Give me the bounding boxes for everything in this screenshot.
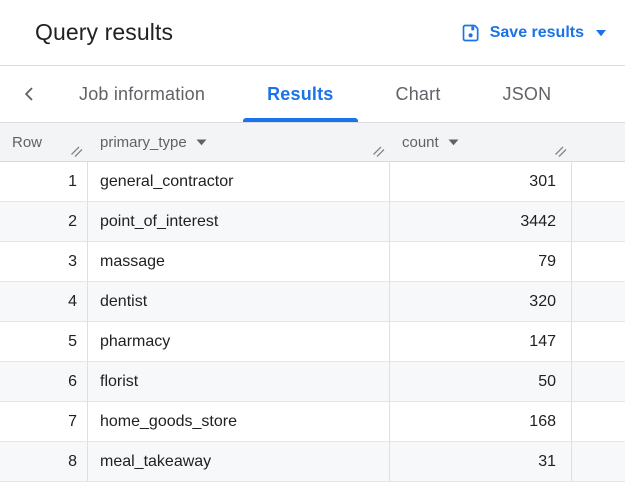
tab-label: Results [267, 83, 334, 104]
cell-count: 31 [390, 442, 572, 481]
column-header-empty [572, 123, 625, 161]
column-resize-handle[interactable] [70, 145, 83, 158]
cell-primary-type: florist [88, 362, 390, 401]
cell-count: 50 [390, 362, 572, 401]
cell-row-number: 4 [0, 282, 88, 321]
results-table: Row primary_type count [0, 123, 625, 482]
cell-row-number: 8 [0, 442, 88, 481]
table-header-row: Row primary_type count [0, 123, 625, 162]
page-title: Query results [35, 19, 174, 45]
cell-primary-type: general_contractor [88, 162, 390, 201]
table-row: 6 florist 50 [0, 362, 625, 402]
tab-json[interactable]: JSON [479, 66, 576, 122]
tab-results[interactable]: Results [243, 66, 358, 122]
save-results-button[interactable]: Save results [453, 17, 615, 49]
table-row: 1 general_contractor 301 [0, 162, 625, 202]
chevron-left-icon [19, 84, 39, 104]
cell-empty [572, 162, 625, 201]
table-row: 7 home_goods_store 168 [0, 402, 625, 442]
cell-count: 320 [390, 282, 572, 321]
tab-label: Chart [395, 83, 441, 104]
query-results-header: Query results Save results [0, 0, 625, 66]
cell-primary-type: massage [88, 242, 390, 281]
column-menu-trigger[interactable]: primary_type [100, 134, 207, 151]
sort-dropdown-icon [448, 139, 459, 146]
cell-count: 301 [390, 162, 572, 201]
cell-empty [572, 362, 625, 401]
table-row: 2 point_of_interest 3442 [0, 202, 625, 242]
cell-row-number: 3 [0, 242, 88, 281]
cell-count: 147 [390, 322, 572, 361]
dropdown-caret-icon [595, 29, 607, 37]
column-label: primary_type [100, 133, 187, 151]
cell-empty [572, 242, 625, 281]
cell-row-number: 1 [0, 162, 88, 201]
save-results-label: Save results [489, 23, 584, 41]
tab-job-information[interactable]: Job information [55, 66, 229, 122]
cell-primary-type: pharmacy [88, 322, 390, 361]
cell-count: 168 [390, 402, 572, 441]
column-label: count [402, 133, 439, 151]
tab-label: JSON [502, 83, 552, 104]
cell-row-number: 5 [0, 322, 88, 361]
cell-primary-type: home_goods_store [88, 402, 390, 441]
tab-label: Job information [79, 83, 206, 104]
cell-primary-type: dentist [88, 282, 390, 321]
cell-count: 3442 [390, 202, 572, 241]
column-resize-handle[interactable] [372, 145, 385, 158]
column-resize-handle[interactable] [554, 145, 567, 158]
column-header-primary-type: primary_type [88, 123, 390, 161]
tabs-scroll-left-button[interactable] [10, 66, 48, 122]
cell-row-number: 2 [0, 202, 88, 241]
tab-chart[interactable]: Chart [372, 66, 465, 122]
cell-row-number: 7 [0, 402, 88, 441]
cell-primary-type: meal_takeaway [88, 442, 390, 481]
column-header-row: Row [0, 123, 88, 161]
cell-empty [572, 402, 625, 441]
column-label: Row [12, 133, 43, 151]
results-tabbar: Job information Results Chart JSON [0, 66, 625, 123]
cell-empty [572, 202, 625, 241]
cell-count: 79 [390, 242, 572, 281]
cell-empty [572, 442, 625, 481]
table-row: 5 pharmacy 147 [0, 322, 625, 362]
save-icon [461, 23, 481, 43]
cell-primary-type: point_of_interest [88, 202, 390, 241]
cell-empty [572, 322, 625, 361]
sort-dropdown-icon [196, 139, 207, 146]
column-header-count: count [390, 123, 572, 161]
table-row: 4 dentist 320 [0, 282, 625, 322]
cell-empty [572, 282, 625, 321]
table-row: 8 meal_takeaway 31 [0, 442, 625, 482]
column-menu-trigger[interactable]: count [402, 134, 459, 151]
table-row: 3 massage 79 [0, 242, 625, 282]
cell-row-number: 6 [0, 362, 88, 401]
